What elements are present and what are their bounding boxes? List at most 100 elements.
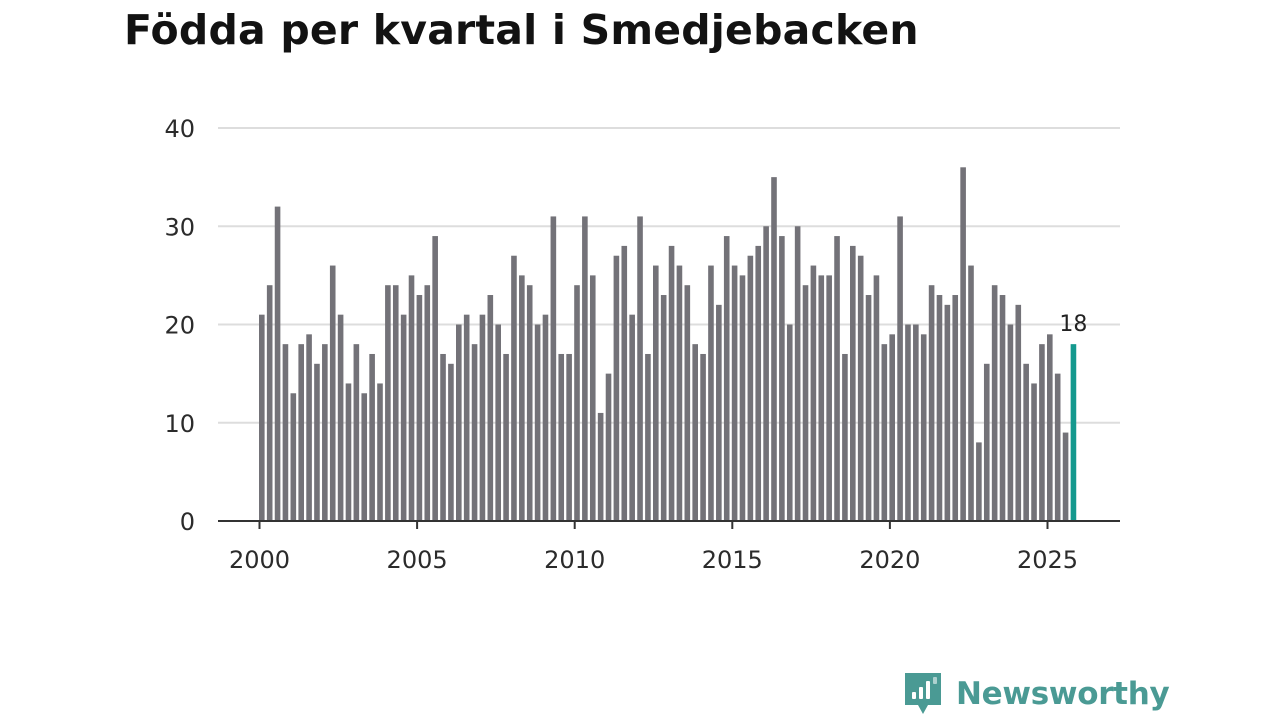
bar [377,383,383,521]
bar [566,353,572,521]
bar [597,412,604,521]
data-label-latest: 18 [1059,312,1087,337]
bar [960,167,966,522]
bars [259,167,1077,522]
bar [306,334,312,521]
bar [353,344,360,521]
bar [763,226,769,521]
bar [723,236,730,521]
bar [298,344,304,521]
x-tick-label: 2005 [387,546,448,574]
bar [621,245,628,521]
bar [558,353,565,521]
bar [810,265,817,521]
newsworthy-logo-icon [905,673,941,714]
bar [400,314,407,521]
brand-name: Newsworthy [956,676,1170,712]
x-tick-label: 2015 [702,546,763,574]
y-axis-ticks: 0 10 20 30 40 [164,115,195,536]
bar [857,255,864,521]
bar [487,295,494,521]
bar [684,285,691,521]
x-tick-label: 2010 [544,546,605,574]
bar [432,236,438,521]
bar [385,285,391,521]
bar [865,295,872,521]
bar [834,236,840,521]
bar [408,275,415,522]
bar [479,314,486,521]
bar [329,265,336,521]
bar [1015,304,1022,521]
bar [337,314,344,521]
bar [952,295,959,521]
bar [392,285,399,521]
bar [282,344,289,521]
bar [755,245,762,521]
bar [274,206,281,521]
bar [660,295,667,521]
bar [550,216,557,521]
x-axis-ticks: 2000 2005 2010 2015 2020 2025 [229,521,1078,574]
bar [739,275,746,522]
bar [747,255,754,521]
bar [1007,324,1014,521]
bar [645,353,651,521]
bar [786,324,793,521]
bar [708,265,714,521]
bar-highlight [1070,344,1077,521]
bar [637,216,643,521]
bar [526,285,533,521]
bar [779,236,785,521]
bar [259,314,265,521]
bar [369,353,375,521]
bar [448,363,454,521]
bar [266,285,273,521]
bar [503,353,509,521]
bar [976,442,982,521]
bar [613,255,620,521]
bar [771,177,777,522]
bar [850,245,856,521]
bar [913,324,919,521]
bar [944,304,951,521]
y-tick-label: 20 [164,312,195,340]
bar [968,265,974,521]
bar [936,295,943,521]
bar [1039,344,1045,521]
bar [731,265,738,521]
x-tick-label: 2025 [1017,546,1078,574]
bar [842,353,848,521]
bar [818,275,825,522]
bar [1023,363,1029,521]
bar [991,285,998,521]
bar [794,226,801,521]
bar [920,334,927,521]
bar [589,275,596,522]
bar [1054,373,1061,522]
bar [716,304,722,521]
bar [873,275,880,522]
bar [826,275,832,522]
x-tick-label: 2000 [229,546,290,574]
bar [463,314,470,521]
bar [574,285,580,521]
bar [290,393,297,521]
chart-title: Födda per kvartal i Smedjebacken [124,6,919,54]
bar [629,314,635,521]
bar [1031,383,1037,521]
bar [897,216,903,521]
y-tick-label: 10 [164,410,195,438]
bar [345,383,352,521]
bar [511,255,517,521]
brand-logo: Newsworthy [902,670,1170,718]
bar [692,344,698,521]
bar [456,324,462,521]
bar [471,344,478,521]
bar [668,245,675,521]
y-tick-label: 30 [164,213,195,241]
bar [322,344,328,521]
bar [905,324,911,521]
bar [1062,432,1069,521]
